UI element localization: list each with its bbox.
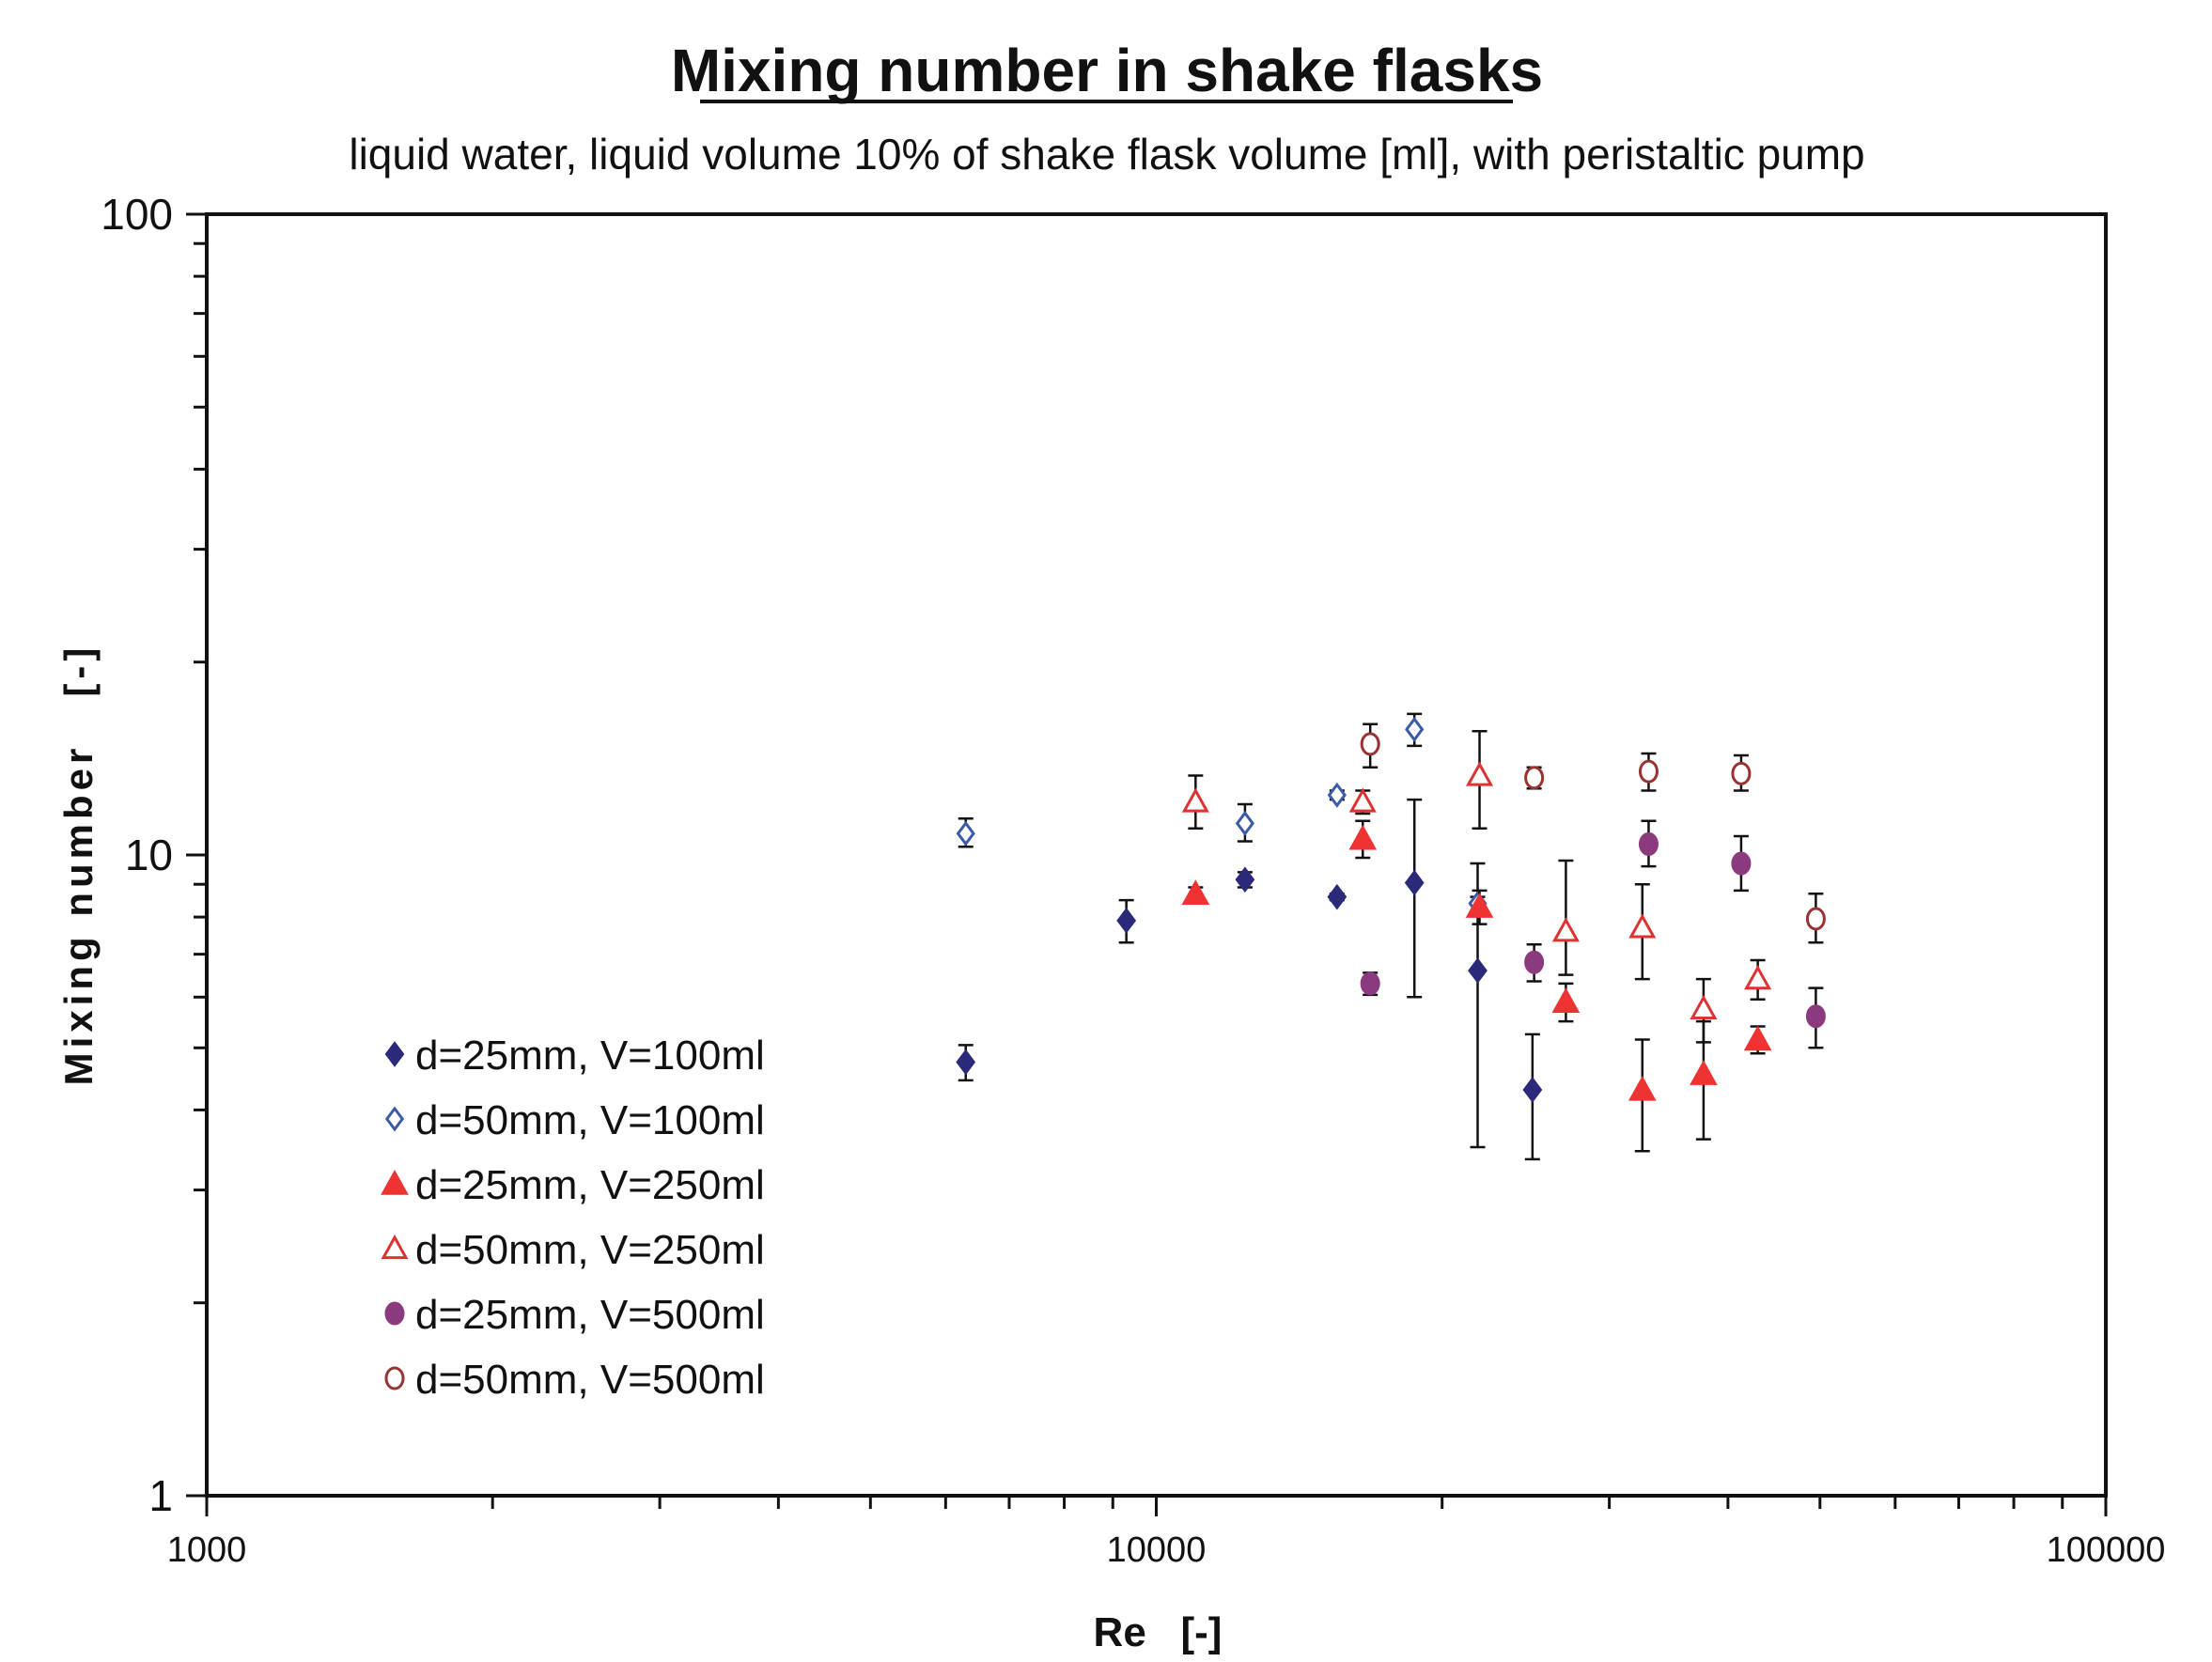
legend-label: d=25mm, V=500ml	[415, 1292, 765, 1338]
y-tick-label: 10	[125, 831, 173, 879]
series-6-marker	[1733, 763, 1750, 784]
legend-label: d=50mm, V=250ml	[415, 1227, 765, 1273]
legend-label: d=50mm, V=100ml	[415, 1097, 765, 1143]
y-tick-label: 1	[148, 1471, 173, 1520]
x-tick-label: 10000	[1107, 1530, 1207, 1570]
x-tick-label: 1000	[167, 1530, 247, 1570]
y-axis-label: Mixing number [-]	[56, 644, 101, 1086]
series-6-marker	[1807, 909, 1824, 929]
legend-6-marker	[386, 1368, 403, 1389]
series-5-marker	[1732, 852, 1751, 875]
legend-label: d=25mm, V=100ml	[415, 1033, 765, 1079]
series-5-marker	[1639, 832, 1658, 855]
legend-label: d=50mm, V=500ml	[415, 1357, 765, 1403]
series-5-marker	[1525, 951, 1544, 973]
x-axis-label: Re [-]	[1094, 1609, 1223, 1655]
chart-subtitle: liquid water, liquid volume 10% of shake…	[349, 130, 1864, 179]
y-tick-label: 100	[101, 190, 173, 239]
chart-title: Mixing number in shake flasks	[671, 37, 1543, 104]
x-tick-label: 100000	[2047, 1530, 2166, 1570]
series-5-marker	[1806, 1005, 1825, 1028]
legend-5-marker	[385, 1302, 404, 1325]
series-6-marker	[1526, 768, 1543, 788]
legend-label: d=25mm, V=250ml	[415, 1162, 765, 1208]
series-6-marker	[1640, 761, 1657, 782]
series-5-marker	[1361, 972, 1379, 995]
series-6-marker	[1362, 734, 1379, 754]
